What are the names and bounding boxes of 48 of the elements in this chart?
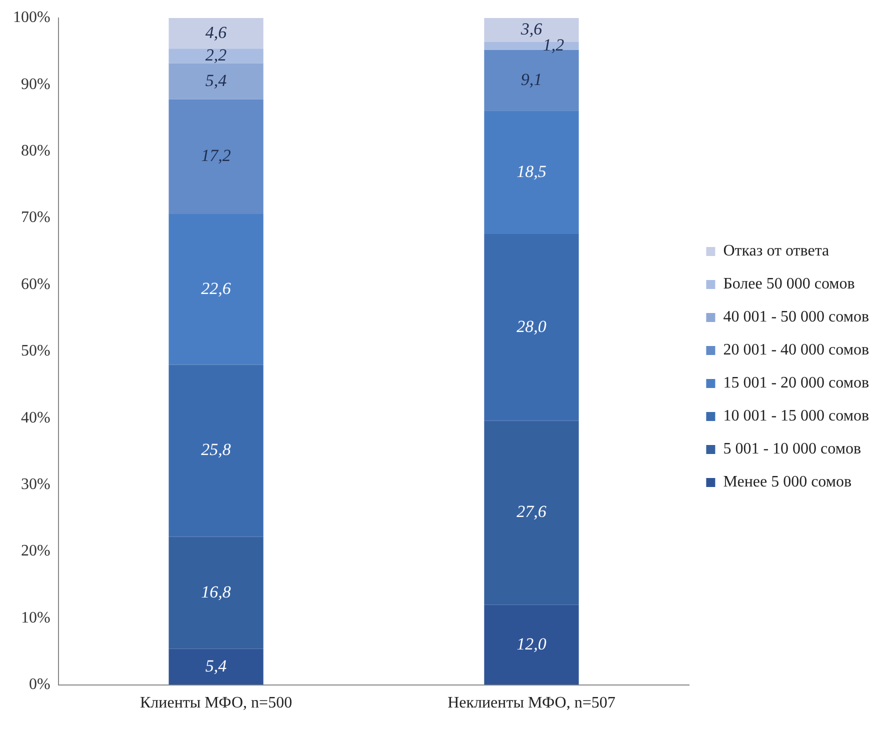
- y-tick-label: 60%: [21, 276, 50, 293]
- data-label: 4,6: [205, 22, 228, 42]
- bar: [484, 420, 579, 605]
- bar: [484, 110, 579, 234]
- legend-label: Более 50 000 сомов: [723, 276, 856, 293]
- legend-label: Отказ от ответа: [723, 242, 830, 260]
- data-label: 5,4: [205, 70, 228, 90]
- bar: [168, 18, 264, 49]
- bar: [484, 604, 579, 685]
- x-tick-label: Клиенты МФО, n=500: [140, 694, 292, 712]
- data-label: 16,8: [201, 582, 232, 602]
- legend-label: 15 001 - 20 000 сомов: [723, 374, 870, 392]
- data-label: 22,6: [201, 278, 232, 298]
- data-label: 27,6: [516, 502, 547, 522]
- legend-label: 20 001 - 40 000 сомов: [723, 342, 870, 359]
- data-label: 25,8: [201, 440, 232, 460]
- y-tick-label: 10%: [21, 609, 50, 626]
- y-tick-label: 100%: [13, 9, 50, 26]
- data-label: 28,0: [516, 316, 547, 336]
- legend-label: 10 001 - 15 000 сомов: [723, 408, 870, 425]
- y-tick-label: 20%: [21, 542, 50, 560]
- bar: [168, 63, 264, 100]
- legend-label: 40 001 - 50 000 сомов: [723, 308, 870, 326]
- y-tick-label: 30%: [21, 476, 50, 493]
- data-label: 5,4: [205, 656, 228, 676]
- data-label: 12,0: [516, 634, 547, 654]
- data-label: 3,6: [520, 19, 543, 38]
- legend-label: Менее 5 000 сомов: [723, 474, 852, 491]
- bar: [168, 214, 264, 365]
- y-tick-label: 70%: [21, 209, 50, 226]
- bar: [168, 536, 264, 649]
- data-label: 2,2: [205, 45, 228, 64]
- bar: [168, 48, 264, 64]
- x-tick-label: Неклиенты МФО, n=507: [448, 694, 616, 712]
- y-tick-label: 90%: [21, 76, 50, 93]
- bar: [168, 648, 264, 685]
- data-label: 9,1: [520, 70, 542, 89]
- legend-label: 5 001 - 10 000 сомов: [723, 440, 862, 458]
- y-tick-label: 40%: [21, 409, 50, 426]
- bar: [168, 99, 264, 214]
- y-tick-label: 50%: [21, 342, 50, 360]
- data-label: 18,5: [516, 162, 546, 181]
- bar: [168, 364, 264, 537]
- data-label: 17,2: [201, 146, 232, 166]
- data-label: 1,2: [542, 35, 565, 54]
- y-tick-label: 80%: [21, 142, 50, 160]
- y-tick-label: 0%: [29, 676, 50, 694]
- bar: [484, 234, 579, 421]
